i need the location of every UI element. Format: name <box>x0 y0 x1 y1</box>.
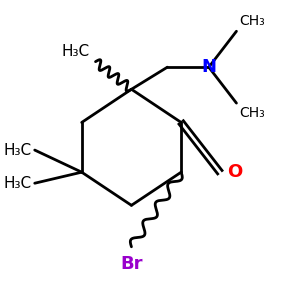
Text: CH₃: CH₃ <box>239 14 265 28</box>
Text: N: N <box>201 58 216 76</box>
Text: CH₃: CH₃ <box>239 106 265 120</box>
Text: H₃C: H₃C <box>62 44 90 59</box>
Text: H₃C: H₃C <box>4 176 32 191</box>
Text: O: O <box>227 163 242 181</box>
Text: H₃C: H₃C <box>4 142 32 158</box>
Text: Br: Br <box>120 255 143 273</box>
